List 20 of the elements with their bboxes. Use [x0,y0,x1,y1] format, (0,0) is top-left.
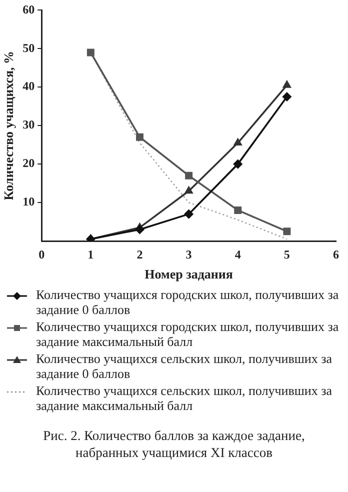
x-tick-label: 1 [88,247,94,262]
y-tick-label: 30 [22,118,35,132]
legend-label: Количество учащихся сельских школ, получивших за задание максимальный балл [36,383,333,413]
y-tick-label: 40 [22,79,35,94]
y-axis-title: Количество учащихся, % [1,50,16,200]
y-tick-label: 50 [22,40,35,55]
y-tick-label: 60 [22,2,35,16]
x-tick-label: 5 [284,247,290,262]
x-tick-label: 4 [234,247,241,262]
text: Рис. 2. Количество баллов за каждое задание, набранных учащимися XI классов [42,427,306,461]
x-tick-label: 6 [333,247,339,262]
y-tick-label: 20 [22,156,35,170]
x-tick-label: 3 [186,247,192,262]
x-axis-title: Номер задания [144,266,233,282]
legend-label: Количество учащихся городских школ, получивших за задание максимальный балл [36,319,340,349]
legend-label: Количество учащихся городских школ, получивших за задание 0 баллов [36,287,340,317]
x-tick-label: 0 [38,247,45,262]
legend-label: Количество учащихся сельских школ, получивших за задание 0 баллов [36,351,333,381]
x-tick-label: 2 [136,247,143,262]
y-tick-label: 10 [22,194,35,209]
